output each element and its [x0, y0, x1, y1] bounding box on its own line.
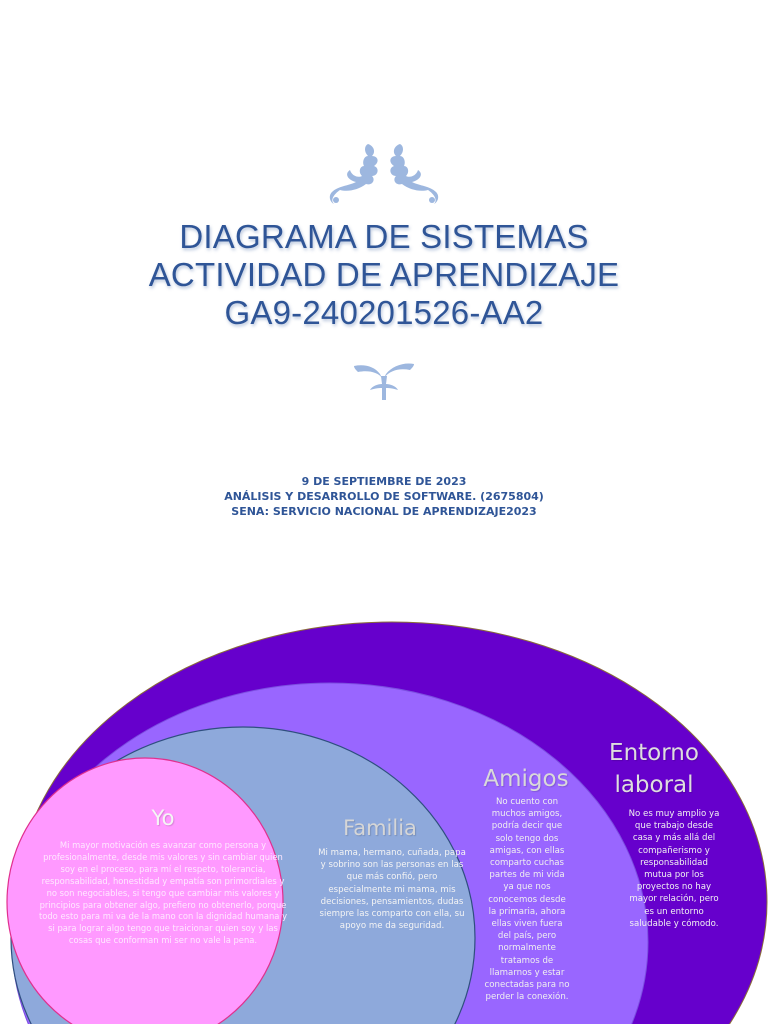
amigos-text: No cuento con muchos amigos, podría deci… — [484, 797, 570, 1003]
institution-text: SENA: SERVICIO NACIONAL DE APRENDIZAJE20… — [231, 505, 537, 518]
entorno-laboral-text: No es muy amplio ya que trabajo desde ca… — [628, 809, 720, 929]
title-line-2: ACTIVIDAD DE APRENDIZAJE — [148, 256, 620, 293]
entorno-laboral-title-line-1: Entorno — [609, 740, 699, 766]
title-line-3: GA9-240201526-AA2 — [224, 294, 544, 331]
entorno-laboral-title: Entorno laboral — [598, 737, 710, 801]
familia-title: Familia — [343, 816, 417, 840]
yo-title: Yo — [151, 806, 175, 830]
cover-title: DIAGRAMA DE SISTEMAS ACTIVIDAD DE APREND… — [0, 218, 768, 332]
familia-text: Mi mama, hermano, cuñada, papa y sobrino… — [318, 848, 466, 932]
title-line-1: DIAGRAMA DE SISTEMAS — [179, 218, 589, 255]
cover-meta: 9 DE SEPTIEMBRE DE 2023 ANÁLISIS Y DESAR… — [0, 474, 768, 519]
amigos-title: Amigos — [483, 766, 569, 792]
date-text: 9 DE SEPTIEMBRE DE 2023 — [301, 475, 467, 488]
program-text: ANÁLISIS Y DESARROLLO DE SOFTWARE. (2675… — [224, 490, 544, 503]
floral-divider-ornament-icon — [352, 360, 416, 402]
yo-text: Mi mayor motivación es avanzar como pers… — [38, 840, 288, 946]
floral-scroll-ornament-icon — [328, 140, 440, 206]
entorno-laboral-title-line-2: laboral — [614, 772, 694, 798]
